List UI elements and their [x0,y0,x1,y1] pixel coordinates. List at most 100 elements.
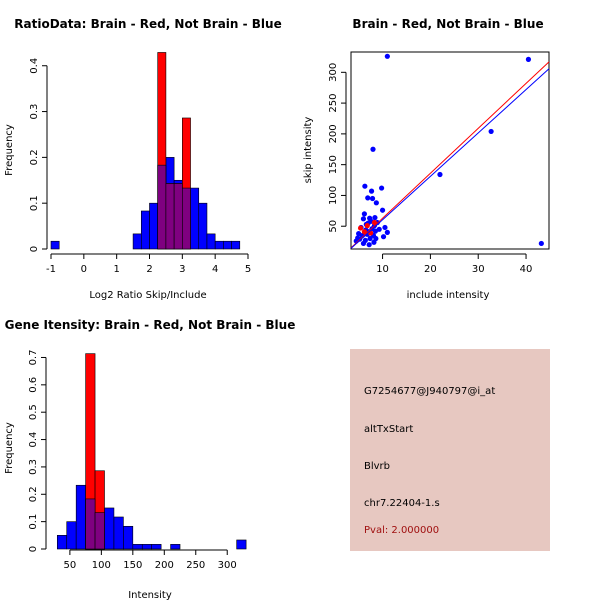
scatter-x-tick-label: 10 [376,264,389,275]
intensity-histogram-bar-not-brain [113,516,124,550]
scatter-y-tick-label: 150 [328,155,339,174]
scatter-point-not-brain [376,226,382,232]
ratio-histogram-axes: -1 0 1 2 3 4 5 0 0.1 0.2 0.3 0.4 [29,58,251,275]
scatter-point-brain [361,229,367,235]
intensity-histogram-bar-not-brain [123,525,134,550]
intensity-histogram-axes: 50 100 150 200 250 300 0 0.1 0.2 0.3 0.4 0.5 0.6 0.7 [28,350,237,571]
ratio-histogram-y-tick-label: 0.2 [29,149,40,165]
ratio-histogram-ylabel: Frequency [4,124,15,176]
scatter-point-not-brain [370,146,376,152]
intensity-histogram-bar-not-brain [141,544,153,550]
scatter-fit-lines [350,61,550,249]
ratio-histogram-title: RatioData: Brain - Red, Not Brain - Blue [14,17,281,31]
scatter-point-not-brain [525,56,532,62]
intensity-histogram-bar-not-brain [132,544,143,550]
scatter-point-not-brain [369,195,376,202]
scatter-point-not-brain [379,207,386,213]
ratio-histogram-bar-not-brain [214,240,224,250]
intensity-histogram-x-tick-label: 100 [92,560,111,571]
scatter-point-not-brain [380,234,387,240]
scatter-point-brain [371,219,378,226]
scatter-points [353,53,544,248]
ratio-histogram-bar-overlap [182,187,191,250]
scatter-point-not-brain [362,183,368,189]
ratio-histogram-bar-not-brain [223,240,232,250]
scatter-point-brain [364,223,370,229]
ratio-histogram-panel: RatioData: Brain - Red, Not Brain - Blue… [4,17,282,301]
ratio-histogram-y-tick-label: 0.4 [29,58,40,74]
scatter-point-not-brain [365,195,371,201]
scatter-axes: 10 20 30 40 50 100 150 200 250 300 [328,63,532,275]
pval-text: Pval: 2.000000 [364,525,440,536]
scatter-point-not-brain [368,188,375,194]
ratio-histogram-bar-not-brain [198,202,208,250]
scatter-title: Brain - Red, Not Brain - Blue [352,17,543,31]
ratio-histogram-x-tick-label: 0 [81,264,87,275]
intensity-histogram-x-tick-label: 200 [155,560,174,571]
scatter-point-not-brain [366,242,372,248]
scatter-point-not-brain [360,216,367,222]
intensity-histogram-y-tick-label: 0.3 [28,459,39,475]
intensity-histogram-bar-not-brain [151,544,162,550]
ratio-histogram-bar-not-brain [140,210,150,250]
intensity-histogram-y-tick-label: 0.4 [28,432,39,448]
intensity-histogram-bar-not-brain [104,507,115,550]
ratio-histogram-xlabel: Log2 Ratio Skip/Include [89,290,206,301]
ratio-histogram-bar-not-brain [190,187,200,250]
intensity-histogram-panel: Gene Itensity: Brain - Red, Not Brain - … [4,318,295,600]
ratio-histogram-bar-not-brain [132,233,142,250]
intensity-histogram-xlabel: Intensity [128,590,172,600]
scatter-point-not-brain [373,200,379,206]
ratio-histogram-bar-overlap [157,164,167,250]
ratio-histogram-bars [50,52,241,250]
probe-id-text: G7254677@J940797@i_at [364,386,496,397]
ratio-histogram-bar-not-brain [50,240,60,250]
intensity-histogram-bar-overlap [94,512,105,550]
event-type-text: altTxStart [364,424,414,435]
scatter-y-tick-label: 250 [328,94,339,113]
gene-info-panel: G7254677@J940797@i_at altTxStart Blvrb c… [350,349,550,551]
scatter-y-tick-label: 50 [328,220,339,233]
intensity-histogram-bar-not-brain [170,544,181,550]
intensity-histogram-bar-not-brain [66,521,77,550]
scatter-fit-line-not-brain [350,68,550,249]
scatter-point-brain [357,225,364,231]
scatter-ylabel: skip intensity [303,117,314,184]
scatter-fit-line-brain [350,61,550,249]
intensity-histogram-x-tick-label: 50 [64,560,77,571]
intensity-histogram-bars [56,353,247,550]
ratio-histogram-x-tick-label: 2 [146,264,152,275]
ratio-histogram-bar-not-brain [231,240,241,250]
scatter-xlabel: include intensity [407,290,490,301]
ratio-histogram-y-tick-label: 0.1 [29,195,40,211]
ratio-histogram-bar-not-brain [149,202,159,250]
intensity-histogram-y-tick-label: 0 [28,546,39,552]
scatter-point-not-brain [367,235,373,242]
ratio-histogram-x-tick-label: 5 [245,264,251,275]
ratio-histogram-x-tick-label: 4 [212,264,218,275]
ratio-histogram-x-tick-label: -1 [46,264,56,275]
scatter-point-not-brain [372,215,378,221]
scatter-point-not-brain [382,224,388,231]
intensity-histogram-y-tick-label: 0.7 [28,350,39,366]
scatter-x-tick-label: 30 [472,264,485,275]
scatter-y-tick-label: 100 [328,186,339,205]
scatter-panel: Brain - Red, Not Brain - Blue 10 20 30 40 50… [303,17,550,301]
scatter-point-not-brain [379,185,385,191]
scatter-y-tick-label: 200 [328,124,339,143]
ratio-histogram-x-tick-label: 3 [179,264,185,275]
intensity-histogram-y-tick-label: 0.5 [28,404,39,420]
scatter-point-not-brain [384,229,390,235]
scatter-point-not-brain [373,235,379,242]
intensity-histogram-x-tick-label: 150 [123,560,142,571]
intensity-histogram-ylabel: Frequency [4,422,15,474]
intensity-histogram-title: Gene Itensity: Brain - Red, Not Brain - … [5,318,296,332]
scatter-point-not-brain [437,171,443,178]
scatter-point-not-brain [384,53,390,59]
scatter-point-not-brain [488,128,494,135]
scatter-x-tick-label: 40 [520,264,533,275]
gene-name-text: Blvrb [364,461,391,472]
ratio-histogram-y-tick-label: 0 [29,246,40,252]
intensity-histogram-y-tick-label: 0.6 [28,377,39,393]
